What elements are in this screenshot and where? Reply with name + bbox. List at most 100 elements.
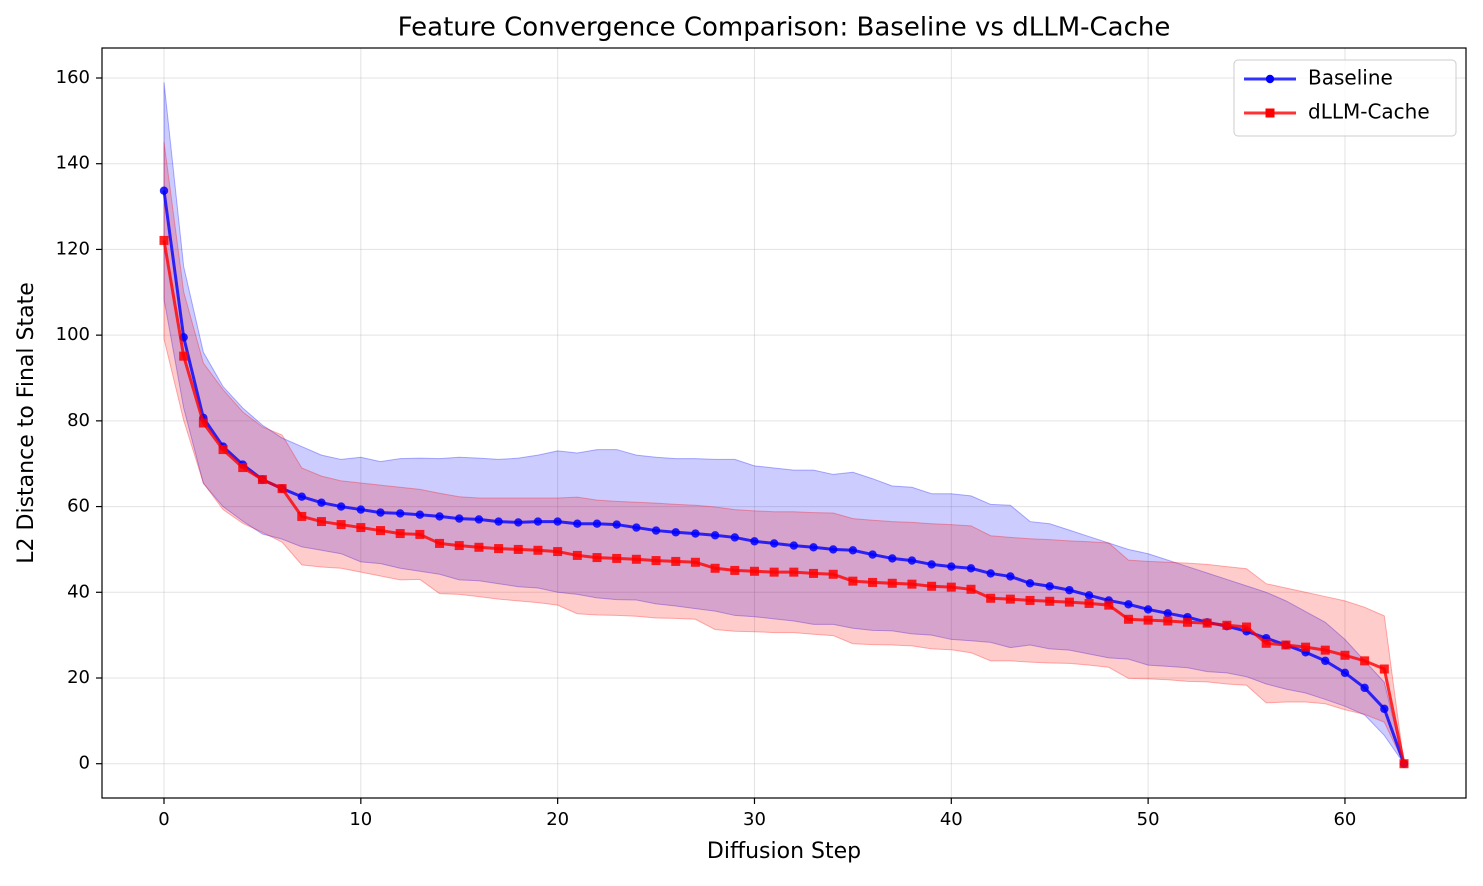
marker bbox=[1065, 585, 1074, 595]
marker bbox=[572, 550, 582, 560]
marker bbox=[1380, 704, 1389, 714]
y-tick-label: 40 bbox=[67, 581, 90, 602]
marker bbox=[632, 523, 641, 532]
marker bbox=[887, 578, 897, 588]
marker bbox=[651, 556, 661, 566]
marker bbox=[631, 554, 641, 564]
marker bbox=[1281, 640, 1291, 650]
marker bbox=[1025, 595, 1035, 605]
marker bbox=[1006, 572, 1015, 581]
marker bbox=[395, 529, 405, 539]
marker bbox=[691, 529, 700, 538]
marker bbox=[749, 566, 759, 576]
line bbox=[162, 190, 1406, 765]
marker bbox=[1045, 596, 1055, 606]
marker bbox=[1399, 759, 1409, 769]
marker bbox=[986, 593, 996, 603]
x-tick-label: 30 bbox=[743, 809, 766, 830]
marker bbox=[730, 565, 740, 575]
marker bbox=[710, 563, 720, 573]
marker bbox=[710, 531, 720, 540]
marker bbox=[828, 569, 838, 579]
marker bbox=[179, 351, 189, 361]
marker bbox=[297, 492, 306, 501]
marker bbox=[356, 505, 366, 514]
marker bbox=[297, 511, 307, 521]
marker bbox=[316, 517, 326, 527]
marker bbox=[1222, 620, 1232, 630]
marker bbox=[868, 550, 877, 559]
x-tick-label: 40 bbox=[940, 809, 963, 830]
x-tick-label: 50 bbox=[1137, 809, 1160, 830]
marker bbox=[690, 557, 700, 567]
marker bbox=[592, 519, 602, 528]
marker bbox=[257, 475, 267, 485]
x-tick-label: 0 bbox=[158, 809, 169, 830]
marker bbox=[651, 526, 661, 535]
marker bbox=[769, 539, 779, 548]
marker bbox=[592, 553, 602, 563]
marker bbox=[986, 569, 995, 578]
y-tick-label: 100 bbox=[56, 324, 90, 345]
marker bbox=[1320, 645, 1330, 655]
marker bbox=[1340, 668, 1350, 678]
marker bbox=[533, 545, 543, 555]
marker bbox=[159, 186, 169, 195]
y-tick-label: 80 bbox=[67, 410, 90, 431]
marker bbox=[376, 526, 386, 536]
marker bbox=[198, 418, 208, 428]
marker bbox=[238, 463, 248, 473]
marker bbox=[1143, 615, 1153, 625]
marker bbox=[966, 584, 976, 594]
marker bbox=[435, 512, 444, 521]
marker bbox=[514, 518, 523, 527]
marker bbox=[809, 568, 819, 578]
marker bbox=[888, 554, 897, 563]
marker bbox=[769, 567, 779, 577]
marker bbox=[809, 543, 818, 552]
marker bbox=[1163, 609, 1173, 618]
marker bbox=[1340, 650, 1350, 660]
x-axis-label: Diffusion Step bbox=[707, 839, 861, 864]
marker bbox=[750, 537, 759, 546]
x-tick-label: 60 bbox=[1333, 809, 1356, 830]
y-tick-label: 20 bbox=[67, 667, 90, 688]
marker bbox=[435, 538, 445, 548]
marker bbox=[1143, 605, 1153, 614]
marker bbox=[573, 519, 582, 528]
marker bbox=[1124, 600, 1133, 609]
marker bbox=[317, 498, 326, 507]
marker bbox=[1123, 614, 1133, 624]
chart-title: Feature Convergence Comparison: Baseline… bbox=[398, 13, 1171, 43]
marker bbox=[533, 517, 543, 526]
marker bbox=[474, 515, 484, 524]
marker bbox=[336, 520, 346, 530]
error-band bbox=[163, 82, 1405, 764]
marker bbox=[612, 520, 621, 529]
x-tick-label: 20 bbox=[546, 809, 569, 830]
marker bbox=[1301, 642, 1311, 652]
line bbox=[162, 240, 1406, 765]
marker bbox=[1182, 617, 1192, 627]
marker bbox=[829, 545, 838, 554]
marker bbox=[1261, 638, 1271, 648]
marker bbox=[513, 544, 523, 554]
legend-label: Baseline bbox=[1308, 66, 1393, 90]
marker bbox=[1064, 597, 1074, 607]
marker bbox=[789, 567, 799, 577]
marker bbox=[415, 510, 425, 519]
marker bbox=[455, 514, 464, 523]
y-axis-label: L2 Distance to Final State bbox=[14, 282, 39, 563]
marker bbox=[1025, 579, 1035, 588]
legend-marker bbox=[1265, 74, 1275, 84]
marker bbox=[277, 484, 287, 494]
marker bbox=[454, 541, 464, 551]
marker bbox=[730, 533, 739, 542]
marker bbox=[336, 502, 346, 511]
legend-marker bbox=[1265, 108, 1275, 118]
y-tick-label: 0 bbox=[79, 753, 90, 774]
marker bbox=[907, 556, 917, 565]
marker bbox=[1321, 656, 1330, 666]
marker bbox=[966, 564, 976, 573]
